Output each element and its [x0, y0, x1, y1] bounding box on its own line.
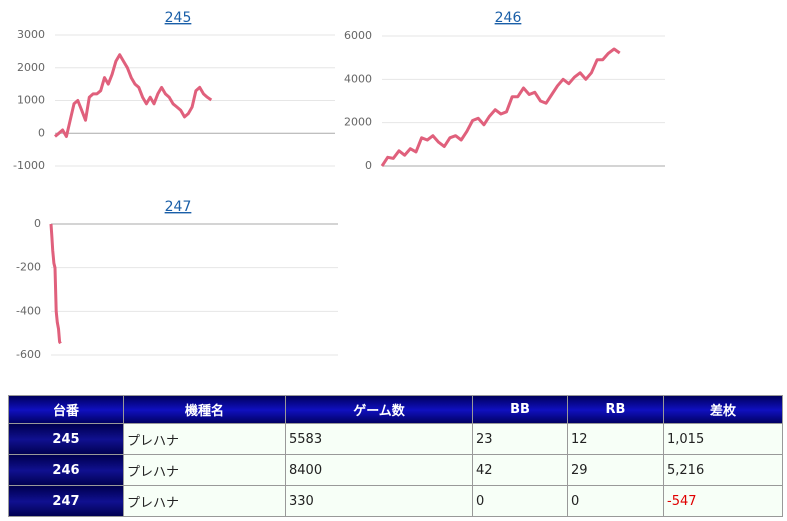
- cell: プレハナ: [123, 423, 286, 455]
- y-tick-label: 6000: [344, 29, 372, 42]
- header-cell: 差枚: [663, 395, 783, 424]
- y-tick-label: 2000: [17, 61, 45, 74]
- line: [49, 223, 62, 345]
- cell: 330: [285, 485, 473, 517]
- chart-title[interactable]: 245: [165, 10, 192, 26]
- row: 246 プレハナ 8400 42 29 5,216: [8, 454, 783, 486]
- charts: 245 -1000 0 1000 2000 3000 246 0 2000 4000 6000 247…: [13, 10, 665, 361]
- cell: 42: [472, 454, 568, 486]
- cell: 1,015: [663, 423, 783, 455]
- line: [54, 53, 213, 138]
- header-cell: BB: [472, 395, 568, 424]
- y-tick-label: -200: [16, 261, 41, 274]
- row: 247 プレハナ 330 0 0 -547: [8, 485, 783, 517]
- y-tick-label: 0: [34, 217, 41, 230]
- cell: 245: [8, 423, 124, 455]
- cell: 246: [8, 454, 124, 486]
- y-tick-label: 2000: [344, 116, 372, 129]
- cell: 0: [472, 485, 568, 517]
- header-row: 台番 機種名 ゲーム数 BB RB 差枚: [8, 395, 783, 424]
- y-tick-label: -400: [16, 304, 41, 317]
- cell: プレハナ: [123, 454, 286, 486]
- y-tick-label: 3000: [17, 28, 45, 41]
- line: [380, 47, 621, 167]
- y-tick-label: 4000: [344, 72, 372, 85]
- header-cell: 台番: [8, 395, 124, 424]
- cell: 12: [567, 423, 664, 455]
- cell: 5583: [285, 423, 473, 455]
- y-tick-label: -1000: [13, 159, 45, 172]
- header-cell: ゲーム数: [285, 395, 473, 424]
- cell: 29: [567, 454, 664, 486]
- header-cell: RB: [567, 395, 664, 424]
- cell: -547: [663, 485, 783, 517]
- cell: 247: [8, 485, 124, 517]
- chart-title[interactable]: 247: [165, 199, 192, 215]
- cell: 8400: [285, 454, 473, 486]
- cell: プレハナ: [123, 485, 286, 517]
- cell: 23: [472, 423, 568, 455]
- data-table: 台番 機種名 ゲーム数 BB RB 差枚 245 プレハナ 5583 23 12…: [8, 395, 783, 517]
- row: 245 プレハナ 5583 23 12 1,015: [8, 423, 783, 455]
- chart-title[interactable]: 246: [495, 10, 522, 26]
- y-tick-label: -600: [16, 348, 41, 361]
- header-cell: 機種名: [123, 395, 286, 424]
- cell: 5,216: [663, 454, 783, 486]
- y-tick-label: 0: [365, 159, 372, 172]
- y-tick-label: 0: [38, 126, 45, 139]
- y-tick-label: 1000: [17, 94, 45, 107]
- cell: 0: [567, 485, 664, 517]
